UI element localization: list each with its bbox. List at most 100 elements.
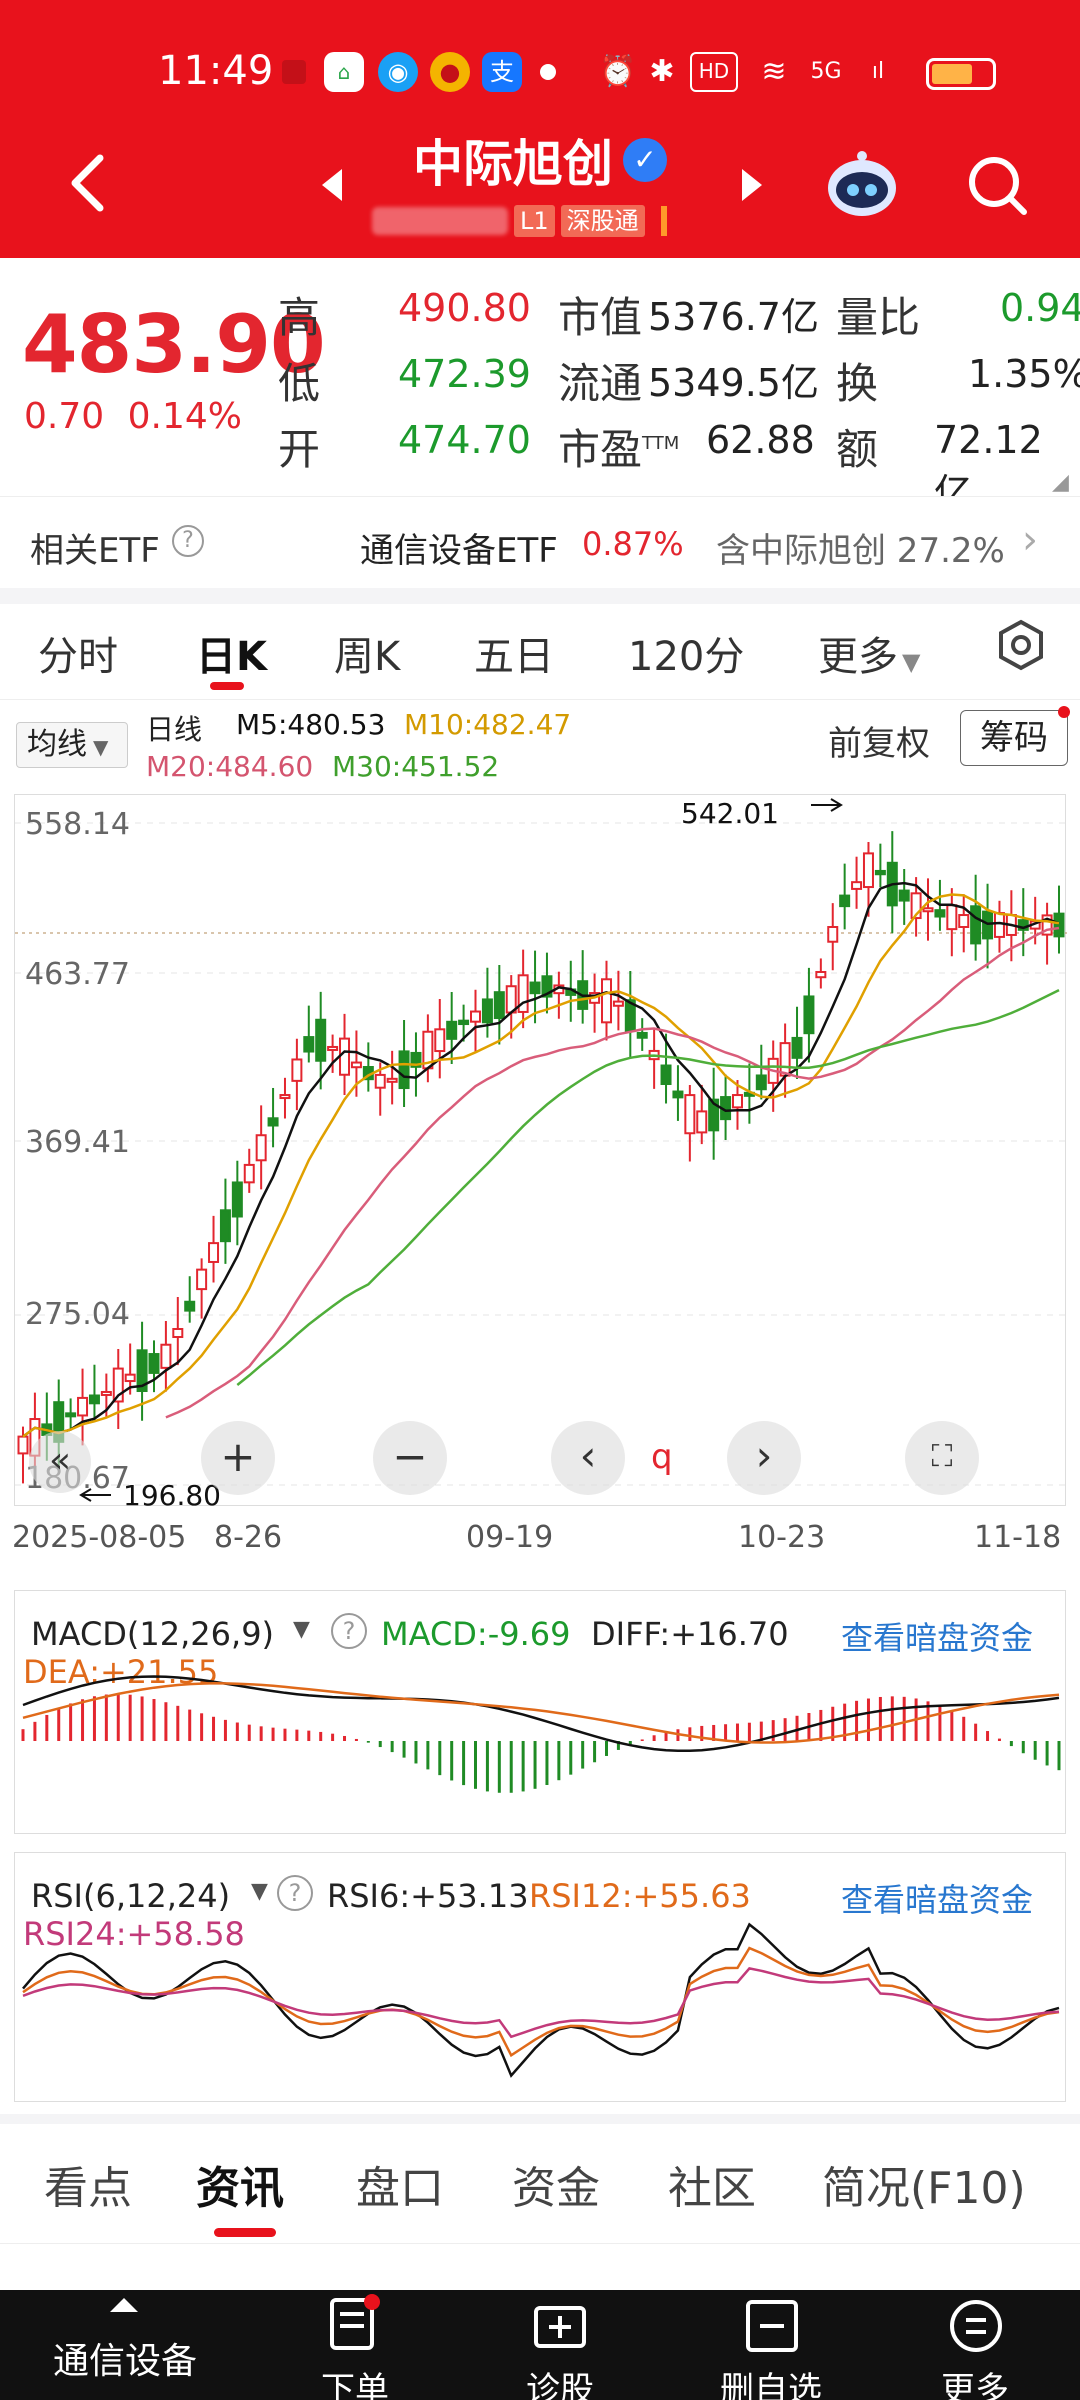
rsi-panel[interactable]: RSI(6,12,24) ▼ ? RSI6:+53.13 RSI12:+55.6… bbox=[14, 1852, 1066, 2102]
bluetooth-icon: ✱ bbox=[649, 54, 675, 89]
bottom-nav: 通信设备 下单 诊股 删自选 更多 bbox=[0, 2290, 1080, 2400]
dark-pool-link[interactable]: 查看暗盘资金 bbox=[841, 1619, 1034, 1657]
tab-news[interactable]: 资讯 bbox=[196, 2163, 284, 2214]
candle-body bbox=[493, 991, 505, 1020]
verified-icon: ✓ bbox=[623, 138, 667, 182]
candle-body bbox=[208, 1242, 220, 1263]
app-icon: ● bbox=[430, 52, 470, 92]
sector-button[interactable]: 通信设备 bbox=[30, 2290, 220, 2400]
candle-body bbox=[481, 998, 493, 1024]
float-value: 5349.5亿 bbox=[648, 361, 819, 405]
zoom-out-icon[interactable]: − bbox=[373, 1421, 447, 1495]
cursor-q-label: q bbox=[651, 1437, 673, 1477]
tab-120min[interactable]: 120分 bbox=[628, 634, 745, 680]
open-value: 474.70 bbox=[398, 418, 531, 462]
alarm-icon: ⏰ bbox=[599, 54, 637, 89]
remove-watchlist-button[interactable]: 删自选 bbox=[706, 2290, 836, 2400]
candle-body bbox=[303, 1036, 315, 1053]
candle-body bbox=[993, 912, 1005, 938]
notification-icon bbox=[282, 60, 306, 84]
scroll-left-icon[interactable]: ‹ bbox=[551, 1421, 625, 1495]
tab-community[interactable]: 社区 bbox=[668, 2163, 756, 2214]
candle-body bbox=[660, 1064, 672, 1085]
candle-body bbox=[1041, 914, 1053, 936]
kline-chart[interactable]: 558.14 463.77 369.41 275.04 180.67 542.0… bbox=[14, 794, 1067, 1512]
back-button[interactable] bbox=[60, 148, 130, 218]
remove-icon bbox=[746, 2300, 798, 2352]
high-label: 高 bbox=[278, 293, 321, 342]
rsi6-value: RSI6:+53.13 bbox=[327, 1877, 529, 1915]
rsi-dark-pool-link[interactable]: 查看暗盘资金 bbox=[841, 1881, 1034, 1919]
candle-body bbox=[803, 995, 815, 1035]
prev-stock-button[interactable] bbox=[318, 165, 348, 209]
candle-body bbox=[612, 1000, 624, 1007]
candle-body bbox=[839, 894, 851, 908]
candle-body bbox=[529, 981, 541, 995]
ma-select-dropdown[interactable]: 均线 ▼ bbox=[16, 722, 128, 768]
open-label: 开 bbox=[278, 425, 321, 474]
low-value: 472.39 bbox=[398, 352, 531, 396]
tab-highlights[interactable]: 看点 bbox=[44, 2163, 132, 2214]
price-change: 0.70 0.14% bbox=[24, 396, 242, 437]
macd-panel[interactable]: MACD(12,26,9) ▼ ? MACD:-9.69 DIFF:+16.70… bbox=[14, 1590, 1066, 1834]
candle-body bbox=[267, 1117, 279, 1127]
candle-body bbox=[827, 926, 839, 943]
diagnose-button[interactable]: 诊股 bbox=[500, 2290, 620, 2400]
min-price-label: 196.80 bbox=[123, 1479, 221, 1512]
rsi-select[interactable]: RSI(6,12,24) ▼ bbox=[31, 1877, 268, 1915]
rsi-help-icon[interactable]: ? bbox=[277, 1875, 313, 1911]
max-price-label: 542.01 bbox=[681, 797, 779, 830]
candle-body bbox=[898, 889, 910, 902]
tag-marker bbox=[660, 206, 667, 236]
tab-five-day[interactable]: 五日 bbox=[474, 634, 554, 680]
adjustment-mode[interactable]: 前复权 bbox=[828, 724, 930, 764]
ma30-line bbox=[236, 988, 1060, 1386]
ma-legend: 均线 ▼ 日线 M5:480.53 M10:482.47 M20:484.60 M… bbox=[0, 700, 1080, 790]
candle-body bbox=[982, 910, 994, 940]
candle-body bbox=[112, 1367, 124, 1403]
expand-quote-icon[interactable]: ◢ bbox=[1052, 470, 1069, 495]
tab-f10-profile[interactable]: 简况(F10) bbox=[822, 2163, 1026, 2214]
ma5-value: M5:480.53 bbox=[236, 708, 386, 741]
turnover-value: 1.35% bbox=[968, 352, 1080, 396]
signal-icon: ıl bbox=[871, 59, 885, 84]
dea-line bbox=[22, 1682, 1060, 1744]
candle-body bbox=[184, 1300, 196, 1312]
float-label: 流通 bbox=[558, 359, 643, 408]
candle-body bbox=[1053, 912, 1065, 938]
scroll-right-icon[interactable]: › bbox=[727, 1421, 801, 1495]
scroll-left-fast-icon[interactable]: « bbox=[29, 1431, 91, 1493]
tab-intraday[interactable]: 分时 bbox=[38, 634, 118, 680]
order-button[interactable]: 下单 bbox=[300, 2290, 410, 2400]
rsi-canvas bbox=[22, 1922, 1060, 2078]
etf-help-icon[interactable]: ? bbox=[172, 525, 204, 557]
status-bar: 11:49 ⌂ ◉ ● 支 ⏰ ✱ HD ≋ 5G ıl bbox=[0, 0, 1080, 140]
fullscreen-icon[interactable]: ⛶ bbox=[905, 1421, 979, 1495]
chart-settings-icon[interactable] bbox=[994, 618, 1048, 682]
candle-body bbox=[291, 1058, 303, 1082]
tab-order-book[interactable]: 盘口 bbox=[356, 2163, 444, 2214]
more-button[interactable]: 更多 bbox=[920, 2290, 1030, 2400]
next-stock-button[interactable] bbox=[736, 165, 766, 209]
search-icon[interactable] bbox=[962, 150, 1032, 220]
alipay-icon: 支 bbox=[482, 52, 522, 92]
signal-5g-icon: 5G bbox=[810, 59, 842, 84]
macd-help-icon[interactable]: ? bbox=[331, 1613, 367, 1649]
candle-body bbox=[791, 1036, 803, 1059]
candle-body bbox=[970, 905, 982, 945]
low-label: 低 bbox=[278, 359, 321, 408]
tab-more[interactable]: 更多 ▼ bbox=[818, 634, 921, 680]
chip-distribution-button[interactable]: 筹码 bbox=[960, 710, 1068, 766]
robot-assistant-icon[interactable] bbox=[824, 150, 900, 220]
pe-label: 市盈TTM bbox=[558, 425, 680, 474]
related-etf-row[interactable]: 相关ETF ? 通信设备ETF 0.87% 含中际旭创 27.2% › bbox=[0, 496, 1080, 588]
date-label-2: 8-26 bbox=[214, 1520, 283, 1555]
tab-fund-flow[interactable]: 资金 bbox=[512, 2163, 600, 2214]
zoom-in-icon[interactable]: + bbox=[201, 1421, 275, 1495]
tab-daily[interactable]: 日K bbox=[196, 634, 267, 680]
macd-select[interactable]: MACD(12,26,9) ▼ bbox=[31, 1615, 310, 1653]
current-price: 483.90 bbox=[22, 298, 326, 391]
date-label-3: 09-19 bbox=[466, 1520, 554, 1555]
candle-body bbox=[910, 892, 922, 920]
tab-weekly[interactable]: 周K bbox=[334, 634, 401, 680]
